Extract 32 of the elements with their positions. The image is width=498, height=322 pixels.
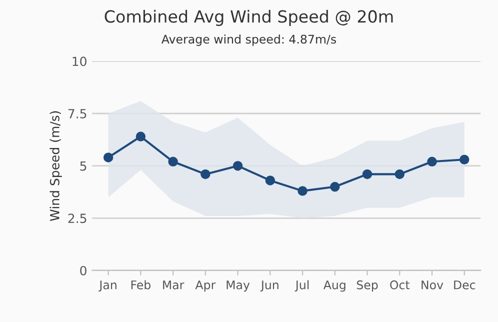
point — [265, 176, 276, 186]
x-tick-label: Nov — [422, 280, 444, 290]
y-tick-label: 5 — [80, 161, 86, 171]
point — [362, 169, 372, 180]
y-tick-label: 0 — [80, 266, 86, 276]
point — [136, 132, 146, 142]
point — [330, 182, 340, 192]
point — [394, 169, 405, 180]
point — [168, 156, 178, 167]
x-tick-label: Sep — [356, 280, 378, 292]
chart-subtitle: Average wind speed: 4.87m/s — [161, 34, 336, 46]
point — [103, 152, 114, 162]
x-tick-label: Apr — [195, 280, 216, 292]
point — [427, 156, 437, 167]
x-tick-label: Dec — [454, 280, 476, 290]
point — [200, 169, 210, 180]
x-tick-label: Jul — [294, 280, 309, 292]
x-tick-label: Mar — [163, 280, 184, 290]
x-tick-label: Feb — [131, 280, 150, 290]
point — [298, 186, 308, 196]
y-tick-label: 7.5 — [68, 109, 86, 118]
x-tick-label: Jun — [260, 280, 278, 292]
point — [232, 160, 243, 171]
y-tick-label: 10 — [72, 56, 86, 66]
y-axis-title: Wind Speed (m/s) — [50, 111, 62, 222]
x-tick-label: May — [226, 280, 250, 292]
point — [460, 154, 470, 164]
x-tick-label: Aug — [323, 280, 346, 292]
chart-title: Combined Avg Wind Speed @ 20m — [104, 10, 393, 26]
y-tick-label: 2.5 — [68, 214, 86, 224]
x-tick-label: Jan — [98, 280, 116, 292]
x-tick-label: Oct — [390, 280, 410, 290]
